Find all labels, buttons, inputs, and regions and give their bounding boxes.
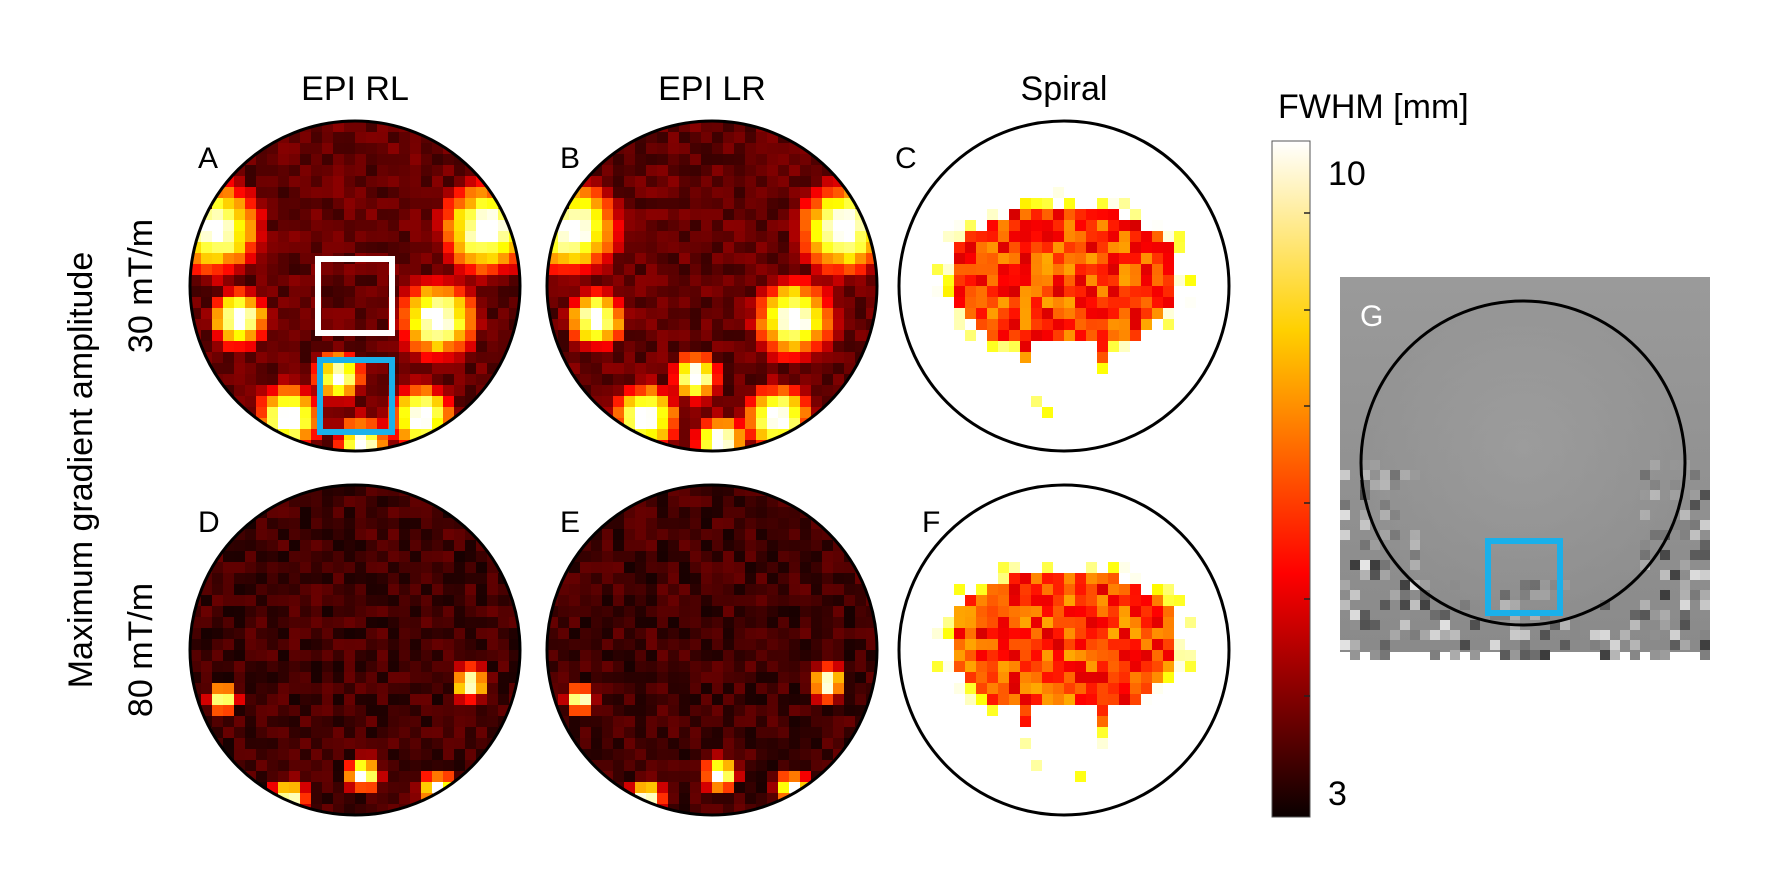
colorbar-title: FWHM [mm] (1278, 88, 1469, 126)
fwhm-map-a (190, 121, 520, 451)
row-group-label: Maximum gradient amplitude (62, 252, 100, 689)
panel-letter-d: D (198, 506, 220, 539)
fwhm-map-d (190, 485, 520, 815)
panel-circle-c (897, 119, 1231, 453)
row-label-30: 30 mT/m (122, 219, 160, 353)
panel-letter-b: B (560, 142, 580, 175)
colorbar-max-label: 10 (1328, 155, 1366, 193)
roi-blue-box-a (317, 357, 395, 435)
panel-circle-e (545, 483, 879, 817)
fwhm-map-panels (188, 119, 1231, 817)
row-label-80: 80 mT/m (122, 583, 160, 717)
panel-circle-b (545, 119, 879, 453)
fwhm-map-f (899, 485, 1229, 815)
colorbar-ticks (1304, 212, 1310, 697)
column-title-spiral: Spiral (1021, 70, 1108, 108)
panel-letter-e: E (560, 506, 580, 539)
roi-white-box (315, 256, 395, 336)
fwhm-map-b (547, 121, 877, 451)
fwhm-map-c (899, 121, 1229, 451)
inset-circle (1359, 299, 1687, 627)
panel-letter-f: F (922, 506, 940, 539)
colorbar (1271, 140, 1311, 818)
inset-panel-g: G (1340, 277, 1710, 660)
panel-circle-a (188, 119, 522, 453)
panel-letter-a: A (198, 142, 218, 175)
column-title-epi-lr: EPI LR (658, 70, 766, 108)
colorbar-min-label: 3 (1328, 775, 1347, 813)
panel-circle-f (897, 483, 1231, 817)
panel-letter-c: C (895, 142, 917, 175)
fwhm-map-e (547, 485, 877, 815)
panel-circle-d (188, 483, 522, 817)
panel-letter-g: G (1360, 300, 1383, 333)
roi-blue-box-g (1485, 538, 1563, 616)
column-title-epi-rl: EPI RL (301, 70, 409, 108)
